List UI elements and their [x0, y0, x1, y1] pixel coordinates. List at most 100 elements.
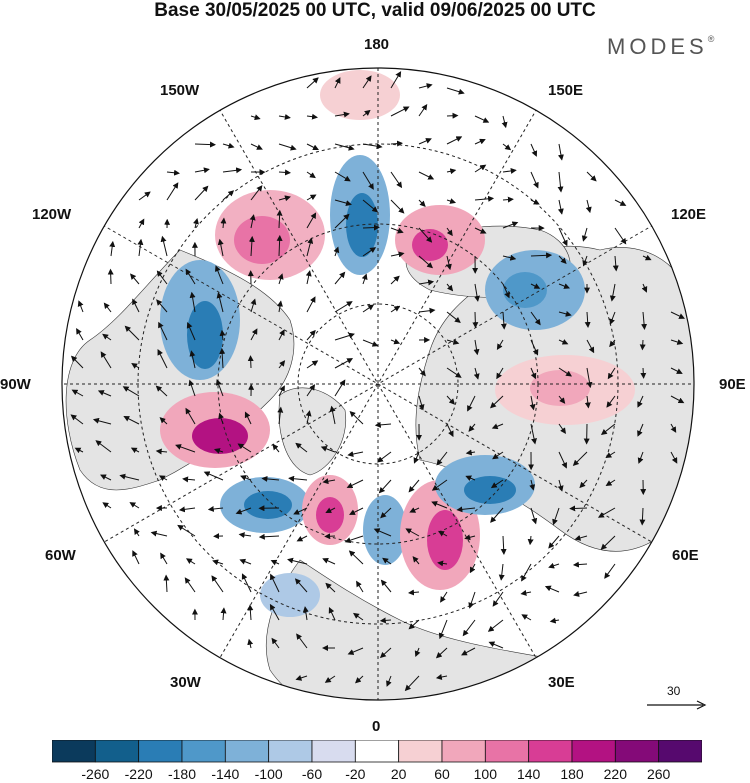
- positive-anomaly-core: [234, 216, 290, 264]
- wind-arrow: [468, 423, 476, 432]
- wind-arrow: [100, 351, 112, 369]
- wind-arrow: [446, 423, 454, 438]
- colorbar-tick-label: 60: [434, 766, 450, 782]
- wind-arrow: [520, 589, 532, 596]
- colorbar-tick-label: -220: [124, 766, 153, 782]
- brand-text: MODES: [607, 34, 708, 59]
- wind-arrow: [216, 292, 224, 313]
- colorbar-swatch: [138, 740, 183, 763]
- wind-arrow: [502, 254, 517, 261]
- negative-anomaly-core: [187, 301, 223, 369]
- colorbar-swatch: [94, 740, 140, 763]
- wind-arrow: [250, 185, 263, 201]
- wind-arrow: [378, 479, 392, 494]
- wind-arrow: [474, 195, 495, 202]
- wind-arrow: [530, 423, 537, 445]
- wind-arrow: [362, 75, 372, 89]
- wind-arrow: [469, 563, 476, 574]
- wind-arrow: [333, 246, 340, 257]
- wind-arrow: [77, 300, 84, 313]
- wind-arrow: [496, 367, 504, 380]
- lon-label-150e: 150E: [548, 82, 584, 99]
- wind-arrow: [579, 479, 588, 489]
- wind-arrow: [558, 255, 567, 264]
- wind-arrow: [500, 535, 507, 555]
- wind-arrow: [585, 199, 592, 214]
- wind-arrow: [334, 213, 350, 229]
- wind-arrow: [131, 363, 140, 369]
- wind-arrow: [637, 423, 644, 437]
- reference-vector-arrow-icon: [647, 700, 707, 710]
- wind-arrow: [670, 423, 677, 433]
- wind-arrow: [418, 367, 426, 377]
- wind-arrow: [296, 633, 308, 649]
- wind-arrow: [390, 71, 402, 89]
- wind-arrow: [446, 367, 462, 378]
- wind-arrow: [185, 407, 196, 425]
- wind-arrow: [166, 169, 180, 176]
- wind-vectors: [70, 71, 685, 692]
- colorbar-swatch: [658, 740, 702, 763]
- wind-arrow: [521, 614, 532, 621]
- wind-arrow: [328, 607, 336, 621]
- wind-arrow: [261, 475, 280, 482]
- wind-arrow: [557, 171, 564, 193]
- colorbar-swatch: [224, 740, 270, 763]
- wind-arrow: [549, 617, 560, 624]
- wind-arrow: [185, 558, 196, 565]
- wind-arrow: [278, 113, 291, 120]
- wind-arrow: [220, 607, 227, 621]
- wind-arrow: [155, 385, 168, 397]
- wind-arrow: [558, 283, 571, 289]
- wind-arrow: [122, 386, 140, 397]
- wind-arrow: [670, 395, 685, 404]
- wind-arrow: [362, 304, 375, 313]
- wind-arrow: [306, 143, 319, 151]
- wind-arrow: [527, 535, 534, 546]
- colorbar-swatch: [614, 740, 660, 763]
- wind-arrow: [155, 448, 168, 455]
- wind-arrow: [530, 171, 539, 189]
- wind-arrow: [294, 578, 308, 593]
- wind-arrow: [586, 367, 593, 389]
- wind-arrow: [491, 423, 504, 430]
- wind-arrow: [158, 321, 168, 341]
- wind-arrow: [490, 395, 504, 409]
- wind-arrow: [502, 221, 519, 229]
- wind-arrow: [166, 182, 179, 201]
- wind-arrow: [529, 479, 536, 491]
- wind-arrow: [670, 451, 678, 464]
- wind-arrow: [70, 414, 84, 425]
- wind-arrow: [435, 647, 448, 659]
- wind-arrow: [418, 255, 434, 269]
- colorbar-tick-label: -20: [345, 766, 366, 782]
- wind-arrow: [380, 507, 392, 519]
- negative-anomaly: [363, 495, 407, 565]
- wind-arrow: [324, 533, 336, 540]
- wind-arrow: [276, 234, 283, 257]
- wind-arrow: [413, 451, 420, 464]
- wind-arrow: [276, 209, 283, 229]
- wind-arrow: [157, 349, 168, 369]
- wind-arrow: [250, 143, 263, 150]
- wind-arrow: [258, 533, 280, 540]
- wind-arrow: [194, 141, 216, 148]
- wind-arrow: [581, 227, 588, 242]
- wind-arrow: [334, 199, 352, 207]
- wind-arrow: [418, 279, 435, 286]
- wind-arrow: [446, 87, 465, 95]
- wind-arrow: [605, 451, 616, 459]
- negative-anomaly-core: [244, 491, 292, 519]
- wind-arrow: [334, 77, 341, 89]
- wind-arrow: [435, 674, 448, 680]
- wind-arrow: [474, 115, 490, 123]
- wind-arrow: [373, 528, 392, 537]
- wind-arrow: [362, 339, 379, 347]
- wind-arrow: [606, 395, 616, 408]
- wind-arrow: [215, 379, 224, 397]
- wind-arrow: [464, 534, 476, 541]
- wind-arrow: [325, 507, 336, 514]
- wind-arrow: [344, 535, 364, 544]
- wind-arrow: [163, 574, 170, 593]
- wind-arrow: [334, 111, 350, 118]
